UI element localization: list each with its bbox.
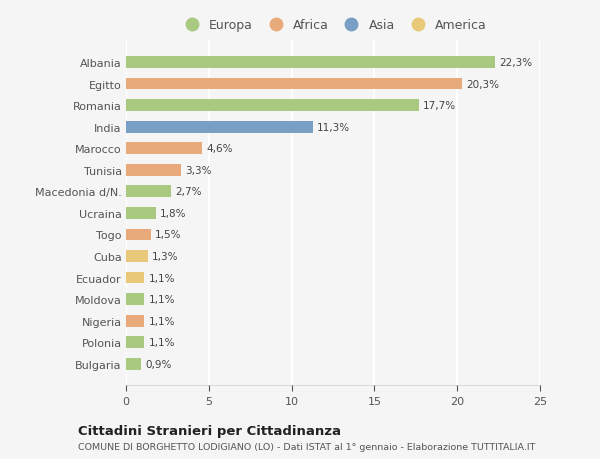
Text: 2,7%: 2,7% — [175, 187, 202, 197]
Bar — [126, 294, 144, 305]
Bar — [126, 186, 171, 198]
Bar — [126, 207, 156, 219]
Text: 1,1%: 1,1% — [148, 337, 175, 347]
Text: 4,6%: 4,6% — [206, 144, 233, 154]
Text: 17,7%: 17,7% — [423, 101, 457, 111]
Bar — [126, 57, 495, 69]
Text: 1,1%: 1,1% — [148, 316, 175, 326]
Text: COMUNE DI BORGHETTO LODIGIANO (LO) - Dati ISTAT al 1° gennaio - Elaborazione TUT: COMUNE DI BORGHETTO LODIGIANO (LO) - Dat… — [78, 442, 535, 451]
Text: Cittadini Stranieri per Cittadinanza: Cittadini Stranieri per Cittadinanza — [78, 425, 341, 437]
Text: 1,1%: 1,1% — [148, 273, 175, 283]
Text: 0,9%: 0,9% — [145, 359, 172, 369]
Text: 1,3%: 1,3% — [152, 252, 178, 262]
Text: 1,8%: 1,8% — [160, 208, 187, 218]
Text: 11,3%: 11,3% — [317, 123, 350, 132]
Text: 1,1%: 1,1% — [148, 295, 175, 304]
Bar — [126, 336, 144, 348]
Bar — [126, 272, 144, 284]
Bar — [126, 251, 148, 263]
Text: 3,3%: 3,3% — [185, 165, 211, 175]
Bar — [126, 122, 313, 133]
Text: 20,3%: 20,3% — [466, 79, 499, 90]
Bar — [126, 78, 462, 90]
Bar — [126, 100, 419, 112]
Bar — [126, 164, 181, 176]
Bar — [126, 229, 151, 241]
Bar — [126, 315, 144, 327]
Legend: Europa, Africa, Asia, America: Europa, Africa, Asia, America — [176, 17, 490, 34]
Bar — [126, 358, 141, 370]
Text: 22,3%: 22,3% — [499, 58, 533, 68]
Text: 1,5%: 1,5% — [155, 230, 181, 240]
Bar — [126, 143, 202, 155]
